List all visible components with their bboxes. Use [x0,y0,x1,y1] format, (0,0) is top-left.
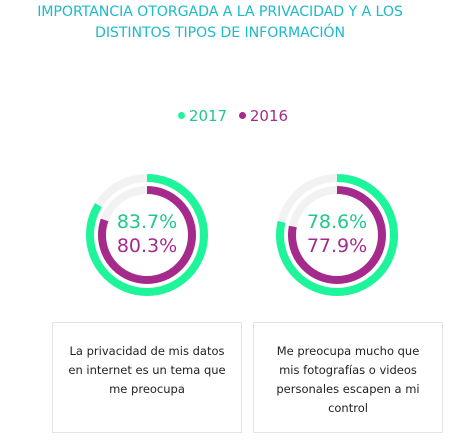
donut-1-svg [86,174,208,296]
donut-1-arc-2017 [86,174,208,296]
caption-1-text: La privacidad de mis datos en internet e… [68,344,226,396]
donut-chart-2: 78.6% 77.9% [272,170,402,300]
legend-item-2016: 2016 [238,106,289,126]
donut-1-value-2017: 83.7% [116,211,178,233]
legend: 2017 2016 [0,104,466,126]
donut-1-values: 83.7% 80.3% [82,210,212,258]
chart-title: IMPORTANCIA OTORGADA A LA PRIVACIDAD Y A… [37,4,403,41]
legend-item-2017: 2017 [177,106,228,126]
caption-card-2: Me preocupa mucho que mis fotografías o … [253,322,443,433]
caption-2-text: Me preocupa mucho que mis fotografías o … [276,344,420,415]
donut-2-values: 78.6% 77.9% [272,210,402,258]
legend-label-2016: 2016 [249,106,289,125]
donut-1-arc-2016 [98,186,196,284]
legend-dot-2017 [177,112,185,119]
donut-chart-1: 83.7% 80.3% [82,170,212,300]
donut-2-value-2017: 78.6% [306,211,368,233]
legend-label-2017: 2017 [188,106,228,125]
donut-2-arc-2016 [288,186,386,284]
donut-1-value-2016: 80.3% [116,235,178,257]
donut-2-arc-2017 [276,174,398,296]
donut-2-value-2016: 77.9% [306,235,368,257]
caption-card-1: La privacidad de mis datos en internet e… [52,322,242,433]
legend-dot-2016 [238,112,246,119]
donut-2-svg [276,174,398,296]
